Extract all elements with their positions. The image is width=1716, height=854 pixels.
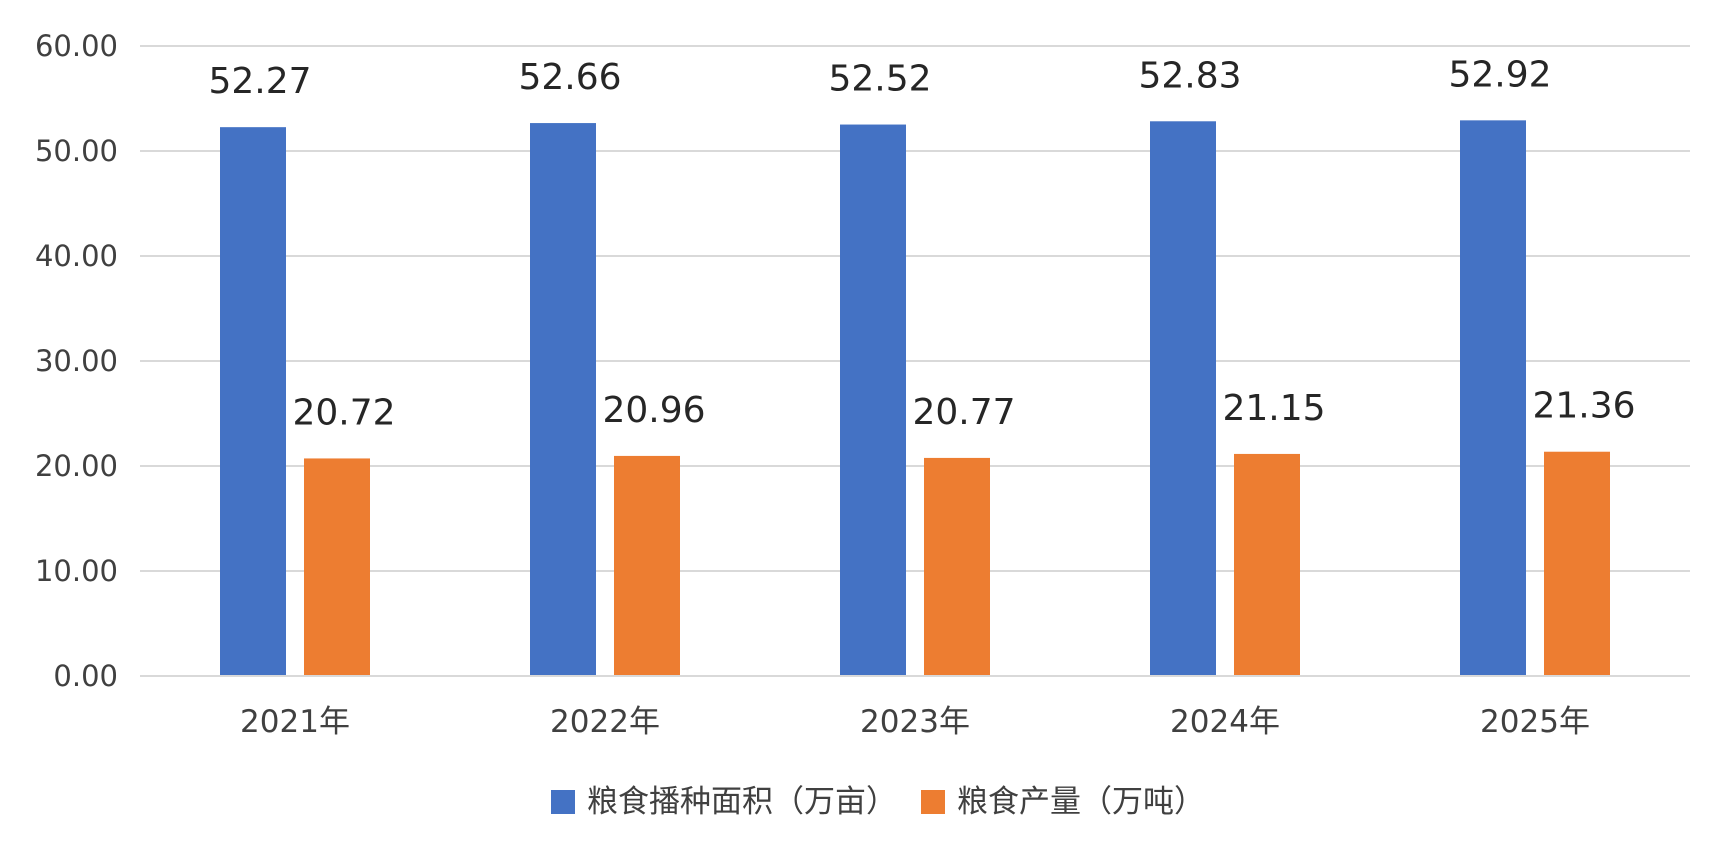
y-tick-label: 30.00 [35,344,118,378]
bar-series-2-2022年 [614,455,680,676]
x-tick-label: 2025年 [1480,704,1590,740]
data-label: 52.83 [1138,55,1241,96]
bar-series-1-2025年 [1460,120,1526,677]
data-label: 52.92 [1448,54,1551,95]
legend-swatch [921,790,945,814]
data-label: 20.77 [912,392,1015,433]
data-labels: 52.27 20.72 52.66 20.96 52.52 20.77 52.83 21.15… [208,54,1635,433]
bar-series-1-2024年 [1150,121,1216,676]
data-label: 21.36 [1532,386,1635,427]
legend-item: 粮食播种面积（万亩） [551,784,897,820]
y-tick-label: 0.00 [53,659,118,693]
bar-series-1-2022年 [530,123,596,676]
data-label: 52.52 [828,59,931,100]
y-tick-label: 40.00 [35,239,118,273]
y-tick-label: 20.00 [35,449,118,483]
x-tick-label: 2023年 [860,704,970,740]
bar-series-2-2024年 [1234,453,1300,676]
x-tick-label: 2021年 [240,704,350,740]
x-tick-label: 2022年 [550,704,660,740]
data-label: 52.27 [208,61,311,102]
bar-series-1-2021年 [220,127,286,677]
x-tick-label: 2024年 [1170,704,1280,740]
data-label: 20.96 [602,390,705,431]
legend: 粮食播种面积（万亩） 粮食产量（万吨） [551,784,1205,820]
bars [220,120,1610,677]
y-tick-label: 60.00 [35,29,118,63]
x-axis-category-labels: 2021年 2022年 2023年 2024年 2025年 [240,704,1590,740]
bar-series-1-2023年 [840,124,906,677]
y-tick-label: 10.00 [35,554,118,588]
bar-series-2-2021年 [304,458,370,676]
gridlines [140,45,1690,572]
bar-series-2-2023年 [924,457,990,676]
y-tick-label: 50.00 [35,134,118,168]
data-label: 20.72 [292,392,395,433]
data-label: 21.15 [1222,388,1325,429]
bar-series-2-2025年 [1544,451,1610,676]
legend-label: 粮食播种面积（万亩） [587,784,897,820]
data-label: 52.66 [518,57,621,98]
legend-item: 粮食产量（万吨） [921,784,1205,820]
y-axis-tick-labels: 0.00 10.00 20.00 30.00 40.00 50.00 60.00 [35,29,118,693]
legend-label: 粮食产量（万吨） [957,784,1205,820]
legend-swatch [551,790,575,814]
